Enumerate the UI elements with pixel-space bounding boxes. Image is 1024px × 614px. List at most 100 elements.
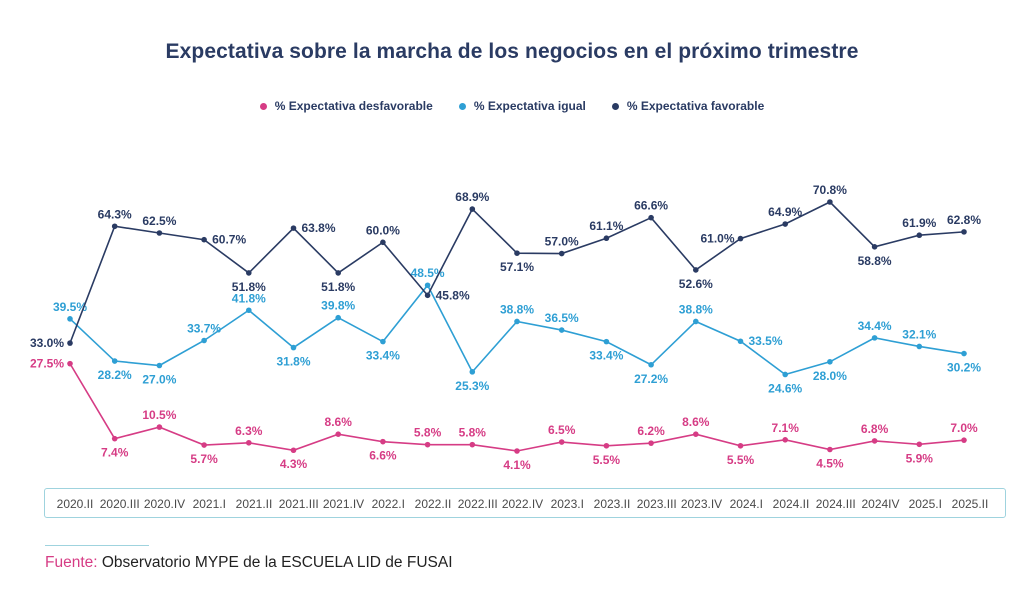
x-tick-label: 2023.IV <box>680 497 723 511</box>
data-label-favorable: 62.8% <box>947 213 981 227</box>
data-label-desfavorable: 5.9% <box>906 451 934 465</box>
data-label-favorable: 60.0% <box>366 223 400 237</box>
data-label-favorable: 60.7% <box>212 233 246 247</box>
x-tick-label: 2022.II <box>414 497 452 511</box>
source-divider <box>45 545 149 546</box>
data-point-desfavorable <box>648 440 654 446</box>
data-label-desfavorable: 6.5% <box>548 423 576 437</box>
data-label-desfavorable: 5.8% <box>414 426 442 440</box>
data-point-desfavorable <box>737 442 744 449</box>
data-label-desfavorable: 6.3% <box>235 424 263 438</box>
data-point-favorable <box>871 243 878 250</box>
data-point-desfavorable <box>603 442 610 449</box>
data-point-igual <box>648 361 654 368</box>
data-point-igual <box>246 307 252 314</box>
data-point-favorable <box>558 250 565 257</box>
data-point-favorable <box>156 230 163 236</box>
data-point-favorable <box>693 267 699 273</box>
data-label-favorable: 58.8% <box>858 254 892 268</box>
source-note: Fuente: Observatorio MYPE de la ESCUELA … <box>45 554 453 572</box>
data-point-igual <box>290 344 297 351</box>
data-label-favorable: 70.8% <box>813 183 847 197</box>
data-label-igual: 33.5% <box>749 334 783 348</box>
data-point-desfavorable <box>290 447 297 454</box>
x-tick-label: 2022.III <box>457 497 498 511</box>
data-point-favorable <box>380 239 386 246</box>
x-tick-label: 2023.I <box>550 497 584 511</box>
source-label: Fuente: <box>45 554 98 571</box>
data-point-desfavorable <box>246 439 252 446</box>
data-point-desfavorable <box>782 436 788 443</box>
legend-marker-favorable <box>611 102 619 110</box>
data-label-igual: 33.4% <box>366 349 400 363</box>
data-point-desfavorable <box>469 441 476 448</box>
x-tick-label: 2024IV <box>861 497 900 511</box>
x-tick-label: 2021.III <box>278 497 319 511</box>
data-point-igual <box>469 369 476 375</box>
data-point-desfavorable <box>558 439 565 445</box>
data-point-desfavorable <box>67 360 73 367</box>
data-label-desfavorable: 8.6% <box>682 415 710 429</box>
data-label-igual: 27.0% <box>142 373 176 387</box>
data-point-igual <box>961 350 967 357</box>
data-point-igual <box>201 337 207 344</box>
chart-title: Expectativa sobre la marcha de los negoc… <box>165 40 859 63</box>
data-label-igual: 33.4% <box>589 349 623 363</box>
data-point-favorable <box>603 235 610 242</box>
legend-item-favorable: % Expectativa favorable <box>611 99 764 113</box>
data-label-desfavorable: 6.8% <box>861 422 889 436</box>
x-tick-label: 2025.II <box>951 497 989 511</box>
data-label-igual: 39.8% <box>321 299 355 313</box>
legend-label-igual: % Expectativa igual <box>473 99 586 113</box>
x-tick-label: 2024.III <box>815 497 856 511</box>
data-point-favorable <box>67 340 73 346</box>
data-point-igual <box>514 318 520 325</box>
data-point-igual <box>380 338 386 345</box>
data-label-favorable: 33.0% <box>30 336 64 350</box>
data-label-favorable: 68.9% <box>455 190 489 204</box>
data-label-favorable: 62.5% <box>142 214 176 228</box>
data-label-igual: 36.5% <box>545 311 579 325</box>
data-label-igual: 28.0% <box>813 369 847 383</box>
data-point-igual <box>603 338 610 345</box>
data-point-igual <box>156 362 163 369</box>
data-label-igual: 28.2% <box>98 368 132 382</box>
data-point-favorable <box>737 235 744 242</box>
data-point-desfavorable <box>111 435 118 442</box>
data-label-desfavorable: 7.0% <box>950 421 978 435</box>
data-label-desfavorable: 7.4% <box>101 446 129 460</box>
data-point-desfavorable <box>424 441 431 448</box>
x-tick-label: 2024.II <box>772 497 810 511</box>
data-point-favorable <box>469 206 476 212</box>
data-point-desfavorable <box>693 431 699 437</box>
data-point-favorable <box>246 270 252 276</box>
data-point-desfavorable <box>201 442 207 448</box>
data-label-favorable: 66.6% <box>634 199 668 213</box>
data-label-favorable: 51.8% <box>321 280 355 294</box>
x-tick-label: 2025.I <box>908 497 942 511</box>
data-label-favorable: 57.1% <box>500 260 534 274</box>
data-label-favorable: 52.6% <box>679 277 713 291</box>
legend-marker-igual <box>458 102 466 110</box>
data-label-favorable: 51.8% <box>232 280 266 294</box>
x-tick-label: 2024.I <box>729 497 763 511</box>
data-label-favorable: 64.3% <box>98 207 132 221</box>
data-point-favorable <box>111 223 118 230</box>
data-point-igual <box>558 327 565 333</box>
data-point-favorable <box>290 225 297 231</box>
data-point-igual <box>871 335 878 341</box>
data-label-favorable: 64.9% <box>768 205 802 219</box>
data-label-favorable: 57.0% <box>545 235 579 249</box>
data-label-favorable: 61.0% <box>700 232 734 246</box>
data-point-desfavorable <box>514 448 520 454</box>
data-point-igual <box>737 338 744 345</box>
data-point-desfavorable <box>871 438 878 444</box>
data-label-desfavorable: 5.8% <box>459 426 487 440</box>
data-label-desfavorable: 5.7% <box>190 452 218 466</box>
data-label-desfavorable: 10.5% <box>142 408 176 422</box>
data-label-igual: 38.8% <box>500 302 534 316</box>
legend-label-desfavorable: % Expectativa desfavorable <box>274 99 433 113</box>
data-label-desfavorable: 8.6% <box>325 415 353 429</box>
data-label-desfavorable: 5.5% <box>593 453 621 467</box>
